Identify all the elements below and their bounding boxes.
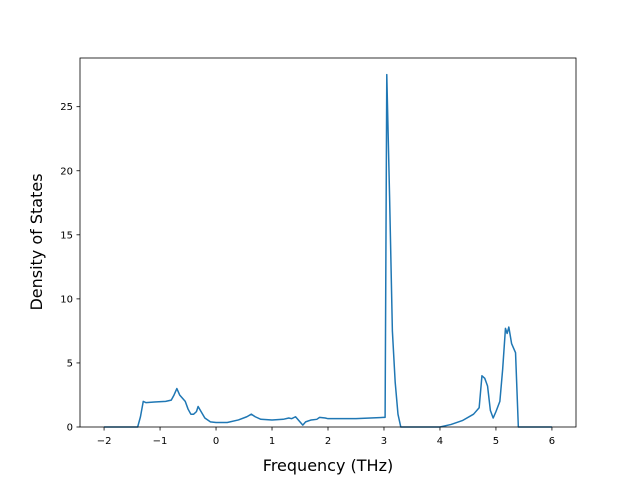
y-tick-label: 25	[60, 102, 73, 113]
x-axis-label: Frequency (THz)	[263, 456, 393, 475]
y-tick-label: 0	[67, 423, 73, 434]
y-tick-label: 10	[60, 294, 73, 305]
x-tick-label: 5	[493, 436, 499, 447]
x-tick-label: 2	[325, 436, 331, 447]
y-tick-label: 15	[60, 230, 73, 241]
y-tick-label: 5	[67, 358, 73, 369]
dos-line	[104, 73, 552, 428]
x-tick-label: −1	[153, 436, 168, 447]
x-tick-label: 0	[213, 436, 219, 447]
plot-frame	[79, 57, 577, 428]
x-tick-label: 4	[437, 436, 443, 447]
x-tick-label: −2	[97, 436, 112, 447]
x-tick-label: 1	[269, 436, 275, 447]
y-axis-label: Density of States	[27, 173, 46, 310]
x-tick-label: 3	[381, 436, 387, 447]
x-tick-label: 6	[549, 436, 555, 447]
y-tick-label: 20	[60, 166, 73, 177]
